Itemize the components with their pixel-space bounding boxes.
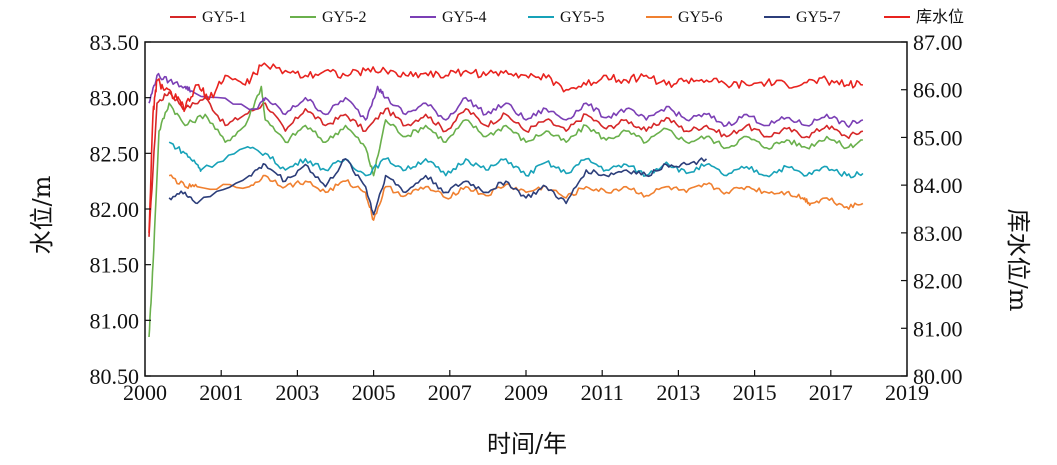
- y2-axis-title: 库水位/m: [1004, 209, 1032, 312]
- x-tick-label: 2011: [581, 380, 624, 405]
- series-line-GY5-1: [148, 91, 864, 237]
- y-tick-label: 82.00: [90, 197, 140, 222]
- legend-label: GY5-5: [560, 9, 604, 26]
- y-tick-label: 81.50: [90, 253, 140, 278]
- series-line-GY5-5: [168, 141, 864, 179]
- legend-label: GY5-4: [442, 9, 486, 26]
- y-tick-label: 80.50: [90, 364, 140, 389]
- y2-tick-label: 87.00: [913, 30, 963, 55]
- x-axis-title: 时间/年: [487, 430, 567, 458]
- legend-label: 库水位: [916, 8, 964, 26]
- y2-tick-label: 84.00: [913, 173, 963, 198]
- legend-label: GY5-1: [202, 9, 246, 26]
- series-line-GY5-7: [168, 157, 708, 216]
- y2-tick-label: 83.00: [913, 221, 963, 246]
- legend-label: GY5-6: [678, 9, 722, 26]
- legend-label: GY5-2: [322, 9, 366, 26]
- y2-tick-label: 86.00: [913, 78, 963, 103]
- series-line-GY5-6: [168, 174, 864, 221]
- axes: 2000 2001 2003 2005 2007 2009 2011 2013 2015 2017…: [90, 30, 963, 405]
- y-axis-title: 水位/m: [28, 175, 56, 254]
- x-tick-label: 2017: [809, 380, 853, 405]
- series-group: [148, 62, 864, 338]
- x-tick-label: 2009: [504, 380, 548, 405]
- x-tick-label: 2001: [199, 380, 243, 405]
- y-tick-label: 83.50: [90, 30, 140, 55]
- x-tick-label: 2007: [428, 380, 472, 405]
- y-tick-label: 83.00: [90, 86, 140, 111]
- x-tick-label: 2019: [885, 380, 929, 405]
- x-tick-label: 2013: [656, 380, 700, 405]
- series-line-GY5-4: [148, 72, 864, 128]
- y-tick-label: 81.00: [90, 308, 140, 333]
- legend: GY5-1 GY5-2 GY5-4 GY5-5 GY5-6 GY5-7 库水位: [170, 8, 964, 26]
- x-tick-label: 2003: [275, 380, 319, 405]
- y2-tick-label: 80.00: [913, 364, 963, 389]
- series-line-GY5-2: [148, 85, 863, 338]
- y2-tick-label: 85.00: [913, 125, 963, 150]
- x-tick-label: 2000: [123, 380, 167, 405]
- series-line-库水位: [148, 62, 863, 233]
- y2-tick-label: 81.00: [913, 316, 963, 341]
- legend-label: GY5-7: [796, 9, 840, 26]
- y-tick-label: 82.50: [90, 141, 140, 166]
- x-tick-label: 2015: [733, 380, 777, 405]
- y2-tick-label: 82.00: [913, 269, 963, 294]
- x-tick-label: 2005: [352, 380, 396, 405]
